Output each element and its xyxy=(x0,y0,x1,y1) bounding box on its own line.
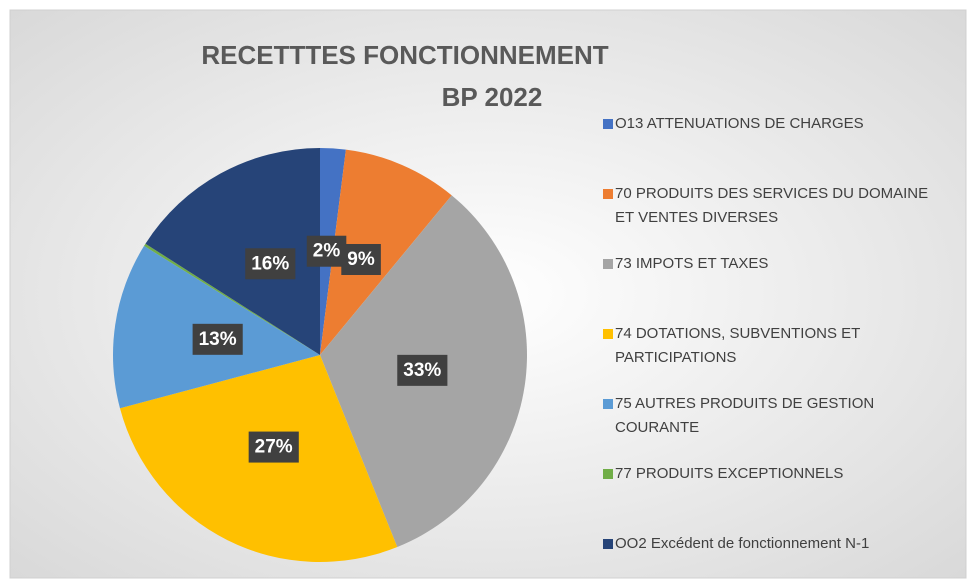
legend-label: O13 ATTENUATIONS DE CHARGES xyxy=(615,115,864,132)
legend-swatch xyxy=(603,189,613,199)
legend-swatch xyxy=(603,469,613,479)
legend-item: 73 IMPOTS ET TAXES xyxy=(600,252,940,276)
legend-item: 77 PRODUITS EXCEPTIONNELS xyxy=(600,462,940,486)
data-label: 16% xyxy=(251,253,289,274)
legend-item: OO2 Excédent de fonctionnement N-1 xyxy=(600,532,940,556)
data-labels: 2% 9% 33% 27% 13% 16% xyxy=(192,235,448,463)
legend-label: 70 PRODUITS DES SERVICES DU DOMAINE ET V… xyxy=(615,185,929,226)
data-label-box xyxy=(341,243,381,275)
legend-label: 73 IMPOTS ET TAXES xyxy=(615,255,769,272)
legend-label: 75 AUTRES PRODUITS DE GESTION COURANTE xyxy=(615,395,875,436)
data-label: 9% xyxy=(347,249,375,270)
legend-label: OO2 Excédent de fonctionnement N-1 xyxy=(615,535,870,552)
legend-swatch xyxy=(603,539,613,549)
legend-label: 74 DOTATIONS, SUBVENTIONS ET PARTICIPATI… xyxy=(615,325,861,366)
pie-slice xyxy=(144,243,320,355)
data-label-box xyxy=(192,323,243,355)
data-label: 13% xyxy=(199,329,237,350)
pie-slice xyxy=(145,148,320,355)
legend-swatch xyxy=(603,399,613,409)
legend-item: 74 DOTATIONS, SUBVENTIONS ET PARTICIPATI… xyxy=(600,322,940,370)
chart-title: RECETTTES FONCTIONNEMENT xyxy=(201,40,608,70)
legend-swatch xyxy=(603,259,613,269)
chart-title: BP 2022 xyxy=(442,82,543,112)
legend-item: 75 AUTRES PRODUITS DE GESTION COURANTE xyxy=(600,392,940,440)
legend-item: 70 PRODUITS DES SERVICES DU DOMAINE ET V… xyxy=(600,182,940,230)
data-label: 27% xyxy=(255,437,293,458)
legend-label: 77 PRODUITS EXCEPTIONNELS xyxy=(615,465,844,482)
data-label-box xyxy=(248,431,299,463)
legend-item: O13 ATTENUATIONS DE CHARGES xyxy=(600,112,940,136)
data-label-box xyxy=(245,248,296,280)
data-label: 2% xyxy=(313,241,341,262)
data-label: 33% xyxy=(403,360,441,381)
legend-swatch xyxy=(603,329,613,339)
data-label-box xyxy=(397,354,448,386)
pie xyxy=(113,148,527,562)
data-label-box xyxy=(306,235,347,267)
legend-swatch xyxy=(603,119,613,129)
pie-slice xyxy=(320,149,452,355)
